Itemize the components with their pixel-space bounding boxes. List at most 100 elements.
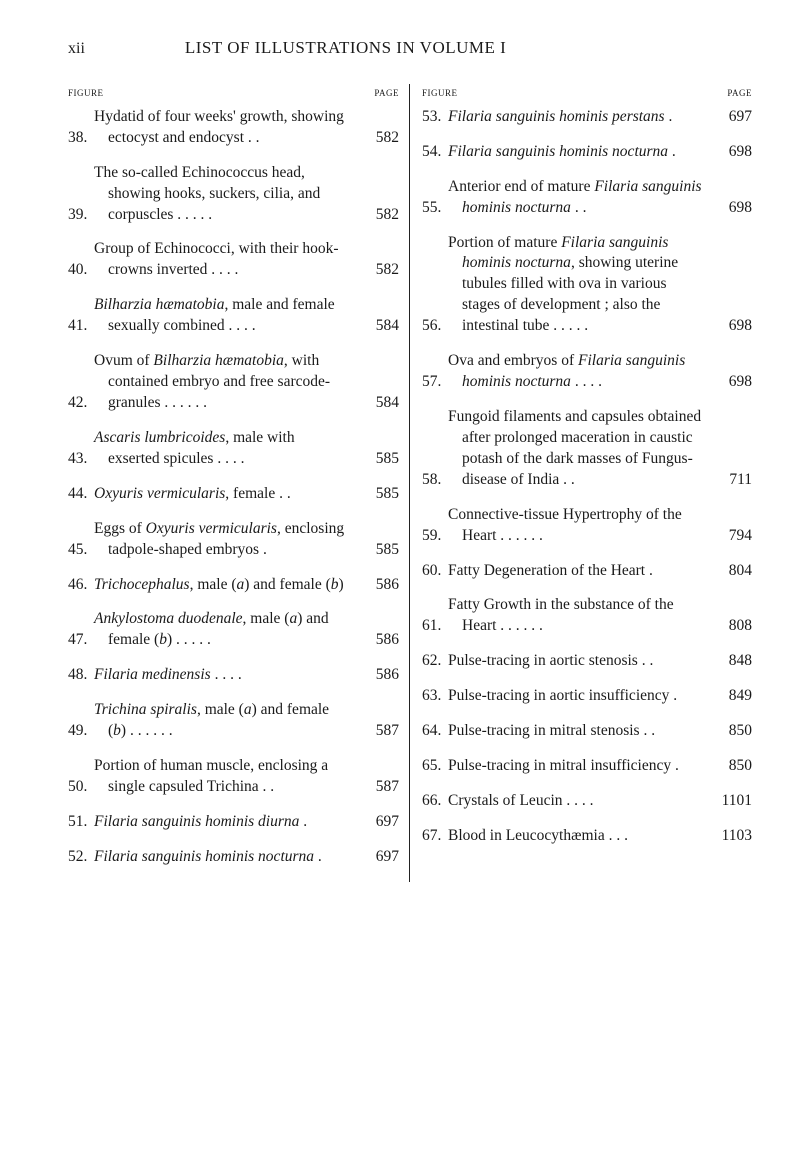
list-entry: 43.Ascaris lumbricoides, male with exser… bbox=[68, 428, 399, 470]
entry-text: Fatty Degeneration of the Heart . bbox=[448, 561, 708, 582]
entry-text: Pulse-tracing in aortic stenosis . . bbox=[448, 651, 708, 672]
entry-page: 850 bbox=[708, 721, 752, 742]
entry-page: 804 bbox=[708, 561, 752, 582]
list-entry: 61.Fatty Growth in the substance of the … bbox=[422, 595, 752, 637]
entry-number: 54. bbox=[422, 142, 448, 163]
entry-page: 698 bbox=[708, 372, 752, 393]
figure-label: figure bbox=[422, 84, 458, 101]
entry-page: 585 bbox=[355, 540, 399, 561]
entry-text: Pulse-tracing in mitral stenosis . . bbox=[448, 721, 708, 742]
entry-text: Filaria sanguinis hominis nocturna . bbox=[94, 847, 355, 868]
entry-number: 53. bbox=[422, 107, 448, 128]
list-entry: 62.Pulse-tracing in aortic stenosis . .8… bbox=[422, 651, 752, 672]
figure-label: figure bbox=[68, 84, 104, 101]
list-entry: 67.Blood in Leucocythæmia . . .1103 bbox=[422, 826, 752, 847]
entry-page: 698 bbox=[708, 316, 752, 337]
entry-number: 42. bbox=[68, 393, 94, 414]
entry-number: 38. bbox=[68, 128, 94, 149]
list-entry: 51.Filaria sanguinis hominis diurna .697 bbox=[68, 812, 399, 833]
entry-number: 45. bbox=[68, 540, 94, 561]
entry-text: The so-called Echinococcus head, showing… bbox=[94, 163, 355, 226]
entry-number: 40. bbox=[68, 260, 94, 281]
entry-text: Hydatid of four weeks' growth, showing e… bbox=[94, 107, 355, 149]
entry-text: Portion of mature Filaria sanguinis homi… bbox=[448, 233, 708, 338]
columns: figure page 38.Hydatid of four weeks' gr… bbox=[68, 84, 752, 882]
list-entry: 57.Ova and embryos of Filaria sanguinis … bbox=[422, 351, 752, 393]
list-entry: 66.Crystals of Leucin . . . .1101 bbox=[422, 791, 752, 812]
page-label: page bbox=[727, 84, 752, 101]
entry-number: 59. bbox=[422, 526, 448, 547]
column-header: figure page bbox=[422, 84, 752, 101]
entry-text: Anterior end of mature Filaria sanguinis… bbox=[448, 177, 708, 219]
entry-page: 794 bbox=[708, 526, 752, 547]
entry-text: Bilharzia hæmatobia, male and female sex… bbox=[94, 295, 355, 337]
list-entry: 56.Portion of mature Filaria sanguinis h… bbox=[422, 233, 752, 338]
entry-page: 848 bbox=[708, 651, 752, 672]
entry-text: Fatty Growth in the substance of the Hea… bbox=[448, 595, 708, 637]
entry-page: 697 bbox=[355, 847, 399, 868]
entry-number: 62. bbox=[422, 651, 448, 672]
entry-number: 44. bbox=[68, 484, 94, 505]
entry-number: 64. bbox=[422, 721, 448, 742]
column-header: figure page bbox=[68, 84, 399, 101]
entry-text: Ankylostoma duodenale, male (a) and fema… bbox=[94, 609, 355, 651]
entry-text: Portion of human muscle, enclosing a sin… bbox=[94, 756, 355, 798]
entry-page: 698 bbox=[708, 142, 752, 163]
entry-text: Crystals of Leucin . . . . bbox=[448, 791, 708, 812]
list-entry: 44.Oxyuris vermicularis, female . .585 bbox=[68, 484, 399, 505]
list-entry: 45.Eggs of Oxyuris vermicularis, enclosi… bbox=[68, 519, 399, 561]
entry-page: 585 bbox=[355, 449, 399, 470]
list-entry: 54.Filaria sanguinis hominis nocturna .6… bbox=[422, 142, 752, 163]
entry-number: 63. bbox=[422, 686, 448, 707]
list-entry: 42.Ovum of Bilharzia hæmatobia, with con… bbox=[68, 351, 399, 414]
list-entry: 48.Filaria medinensis . . . .586 bbox=[68, 665, 399, 686]
list-entry: 65.Pulse-tracing in mitral insufficiency… bbox=[422, 756, 752, 777]
entry-page: 808 bbox=[708, 616, 752, 637]
entry-page: 849 bbox=[708, 686, 752, 707]
entry-page: 850 bbox=[708, 756, 752, 777]
entry-page: 587 bbox=[355, 721, 399, 742]
entry-text: Pulse-tracing in mitral insufficiency . bbox=[448, 756, 708, 777]
entry-number: 56. bbox=[422, 316, 448, 337]
entry-number: 47. bbox=[68, 630, 94, 651]
list-entry: 39.The so-called Echinococcus head, show… bbox=[68, 163, 399, 226]
entry-page: 586 bbox=[355, 630, 399, 651]
entry-number: 48. bbox=[68, 665, 94, 686]
entry-number: 49. bbox=[68, 721, 94, 742]
page-title: LIST OF ILLUSTRATIONS IN VOLUME I bbox=[185, 38, 506, 58]
entry-number: 50. bbox=[68, 777, 94, 798]
entry-text: Blood in Leucocythæmia . . . bbox=[448, 826, 708, 847]
list-entry: 50.Portion of human muscle, enclosing a … bbox=[68, 756, 399, 798]
entry-text: Fungoid filaments and capsules obtained … bbox=[448, 407, 708, 491]
entry-page: 1103 bbox=[708, 826, 752, 847]
entry-page: 582 bbox=[355, 260, 399, 281]
entry-page: 584 bbox=[355, 393, 399, 414]
list-entry: 38.Hydatid of four weeks' growth, showin… bbox=[68, 107, 399, 149]
entry-text: Eggs of Oxyuris vermicularis, enclosing … bbox=[94, 519, 355, 561]
entry-number: 60. bbox=[422, 561, 448, 582]
list-entry: 47.Ankylostoma duodenale, male (a) and f… bbox=[68, 609, 399, 651]
header: xii LIST OF ILLUSTRATIONS IN VOLUME I bbox=[68, 38, 752, 58]
list-entry: 55.Anterior end of mature Filaria sangui… bbox=[422, 177, 752, 219]
entry-page: 584 bbox=[355, 316, 399, 337]
list-entry: 46.Trichocephalus, male (a) and female (… bbox=[68, 575, 399, 596]
entry-page: 587 bbox=[355, 777, 399, 798]
entry-page: 698 bbox=[708, 198, 752, 219]
page-label: page bbox=[374, 84, 399, 101]
entry-page: 697 bbox=[708, 107, 752, 128]
entry-text: Pulse-tracing in aortic insufficiency . bbox=[448, 686, 708, 707]
entry-text: Filaria sanguinis hominis diurna . bbox=[94, 812, 355, 833]
list-entry: 41.Bilharzia hæmatobia, male and female … bbox=[68, 295, 399, 337]
entry-number: 39. bbox=[68, 205, 94, 226]
entry-page: 1101 bbox=[708, 791, 752, 812]
list-entry: 53.Filaria sanguinis hominis perstans .6… bbox=[422, 107, 752, 128]
list-entry: 58.Fungoid filaments and capsules obtain… bbox=[422, 407, 752, 491]
entry-text: Filaria medinensis . . . . bbox=[94, 665, 355, 686]
entry-number: 61. bbox=[422, 616, 448, 637]
entry-page: 697 bbox=[355, 812, 399, 833]
entry-number: 43. bbox=[68, 449, 94, 470]
entry-page: 711 bbox=[708, 470, 752, 491]
entry-number: 46. bbox=[68, 575, 94, 596]
entry-page: 586 bbox=[355, 665, 399, 686]
entry-page: 582 bbox=[355, 205, 399, 226]
